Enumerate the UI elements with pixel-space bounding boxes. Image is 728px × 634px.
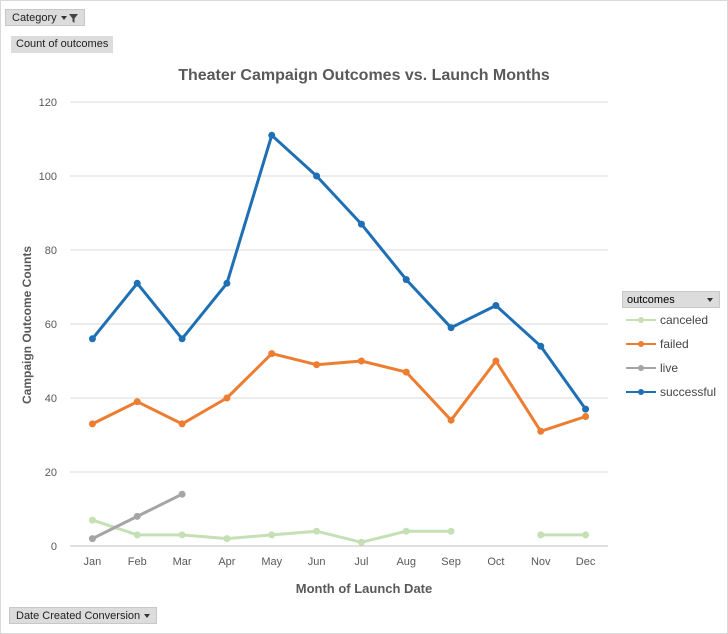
legend-label: failed <box>660 337 689 351</box>
category-filter-label: Category <box>12 12 57 24</box>
x-tick-label: Jul <box>354 556 368 568</box>
data-point[interactable] <box>178 490 186 498</box>
x-tick-label: Feb <box>128 556 147 568</box>
data-point[interactable] <box>447 324 455 332</box>
gridlines <box>70 101 608 547</box>
y-tick-label: 80 <box>45 245 57 257</box>
category-filter-button[interactable]: Category <box>5 9 85 26</box>
x-tick-label: Mar <box>173 556 192 568</box>
legend: outcomes canceled failed live successful <box>622 291 720 404</box>
data-point[interactable] <box>313 172 321 180</box>
x-tick-label: Jan <box>84 556 102 568</box>
legend-swatch <box>626 315 656 325</box>
y-axis-title: Campaign Outcome Counts <box>20 246 34 404</box>
dropdown-caret-icon <box>60 16 67 21</box>
legend-label: canceled <box>660 313 709 327</box>
data-point[interactable] <box>447 527 455 535</box>
legend-label: successful <box>660 385 717 399</box>
data-point[interactable] <box>537 342 545 350</box>
date-axis-field-button[interactable]: Date Created Conversion <box>9 607 158 624</box>
x-tick-label: Dec <box>576 556 596 568</box>
values-field-label: Count of outcomes <box>11 36 114 53</box>
y-tick-label: 120 <box>39 97 57 109</box>
data-point[interactable] <box>88 516 96 524</box>
x-tick-label: Apr <box>218 556 235 568</box>
x-tick-label: Aug <box>396 556 416 568</box>
dropdown-caret-icon <box>144 614 151 619</box>
legend-entry: live <box>622 356 720 380</box>
data-point[interactable] <box>492 302 500 309</box>
data-point[interactable] <box>268 350 276 358</box>
series-group <box>88 131 590 546</box>
data-point[interactable] <box>357 220 365 228</box>
data-point[interactable] <box>582 405 590 413</box>
data-point[interactable] <box>492 357 500 365</box>
y-tick-label: 20 <box>45 467 57 479</box>
data-point[interactable] <box>357 538 365 546</box>
y-tick-label: 0 <box>51 541 57 553</box>
data-point[interactable] <box>88 335 96 343</box>
legend-entry: canceled <box>622 308 720 332</box>
series-failed <box>88 350 590 435</box>
legend-swatch <box>626 339 656 349</box>
data-point[interactable] <box>537 531 545 539</box>
legend-entry: failed <box>622 332 720 356</box>
data-point[interactable] <box>223 535 231 543</box>
x-axis-ticks: Jan Feb Mar Apr May Jun Jul Aug Sep Oct Nov Dec <box>84 556 596 568</box>
chart-title: Theater Campaign Outcomes vs. Launch Mon… <box>178 67 550 84</box>
data-point[interactable] <box>447 416 455 424</box>
data-point[interactable] <box>88 535 96 543</box>
data-point[interactable] <box>402 527 410 535</box>
x-axis-title: Month of Launch Date <box>296 581 433 596</box>
y-tick-label: 60 <box>45 319 57 331</box>
data-point[interactable] <box>223 279 231 287</box>
series-live <box>88 490 186 543</box>
legend-entry: successful <box>622 380 720 404</box>
y-tick-label: 40 <box>45 393 57 405</box>
data-point[interactable] <box>582 413 590 420</box>
data-point[interactable] <box>133 279 141 287</box>
data-point[interactable] <box>357 357 365 365</box>
series-line <box>90 133 588 411</box>
series-successful <box>88 131 590 413</box>
data-point[interactable] <box>88 420 96 428</box>
x-tick-label: Oct <box>487 556 504 568</box>
data-point[interactable] <box>402 368 410 376</box>
data-point[interactable] <box>133 531 141 539</box>
data-point[interactable] <box>268 531 276 539</box>
filter-funnel-icon <box>68 13 78 23</box>
series-canceled <box>88 516 590 546</box>
series-line <box>90 352 588 433</box>
data-point[interactable] <box>178 531 186 539</box>
data-point[interactable] <box>133 398 141 406</box>
data-point[interactable] <box>268 131 276 139</box>
legend-swatch <box>626 387 656 397</box>
data-point[interactable] <box>402 276 410 284</box>
legend-label: live <box>660 361 679 375</box>
series-line <box>90 518 453 544</box>
data-point[interactable] <box>223 394 231 402</box>
x-tick-label: Sep <box>441 556 461 568</box>
data-point[interactable] <box>537 427 545 435</box>
data-point[interactable] <box>582 531 590 539</box>
y-tick-label: 100 <box>39 171 57 183</box>
legend-filter-label: outcomes <box>627 294 675 306</box>
x-tick-label: May <box>261 556 282 568</box>
x-tick-label: Nov <box>531 556 551 568</box>
x-tick-label: Jun <box>308 556 326 568</box>
legend-filter-button[interactable]: outcomes <box>622 291 720 308</box>
dropdown-caret-icon <box>707 298 713 302</box>
data-point[interactable] <box>178 420 186 428</box>
data-point[interactable] <box>313 527 321 535</box>
date-axis-field-label: Date Created Conversion <box>16 610 141 622</box>
data-point[interactable] <box>178 335 186 343</box>
data-point[interactable] <box>313 361 321 369</box>
legend-items: canceled failed live successful <box>622 308 720 404</box>
legend-swatch <box>626 363 656 373</box>
y-axis-ticks: 0 20 40 60 80 100 120 <box>39 97 57 553</box>
data-point[interactable] <box>133 512 141 520</box>
